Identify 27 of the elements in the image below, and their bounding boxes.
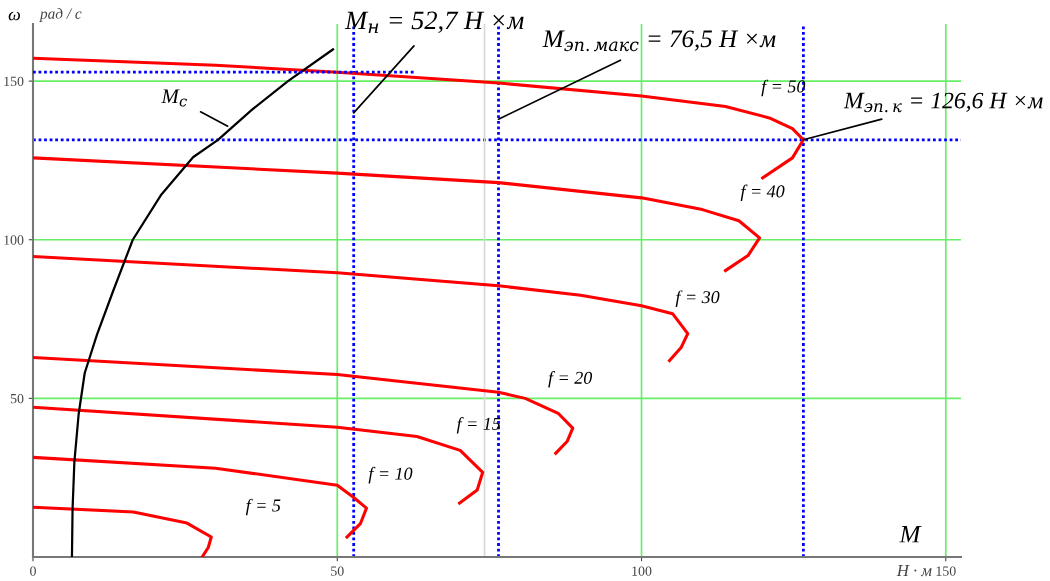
y-tick-label: 150 [4,76,24,87]
annotation: M$_{эп.макс}$ = 76,5 H ×м [542,30,776,52]
annotation: f = 10 [368,466,413,484]
line-series [33,455,368,539]
line-series [33,505,213,557]
x-tick-label: 0 [30,566,36,576]
y-tick-label: 100 [4,235,24,245]
annotation: f = 40 [740,184,785,202]
x-tick-label: 50 [331,566,344,576]
y-axis-title: ω [8,11,21,21]
text: рад / с [39,8,82,22]
x-axis-title: M [899,526,922,543]
annotation: f = 50 [761,79,806,97]
line-series [33,156,762,273]
line-series [70,48,335,557]
line-series [33,355,575,455]
line-series [33,56,805,180]
annotation: f = 30 [675,290,720,307]
x-tick-label: 100 [632,566,652,576]
x-tick-label: 150 [936,566,956,576]
annotation: f = 20 [548,371,593,388]
annotation: M$_{н}$ = 52,7 H ×м [344,11,524,34]
annotation: M$_{с}$ [161,89,187,107]
annotation: f = 15 [456,417,501,434]
text: H · м [896,565,932,577]
annotation: f = 5 [245,498,281,516]
y-tick-label: 50 [10,393,24,404]
